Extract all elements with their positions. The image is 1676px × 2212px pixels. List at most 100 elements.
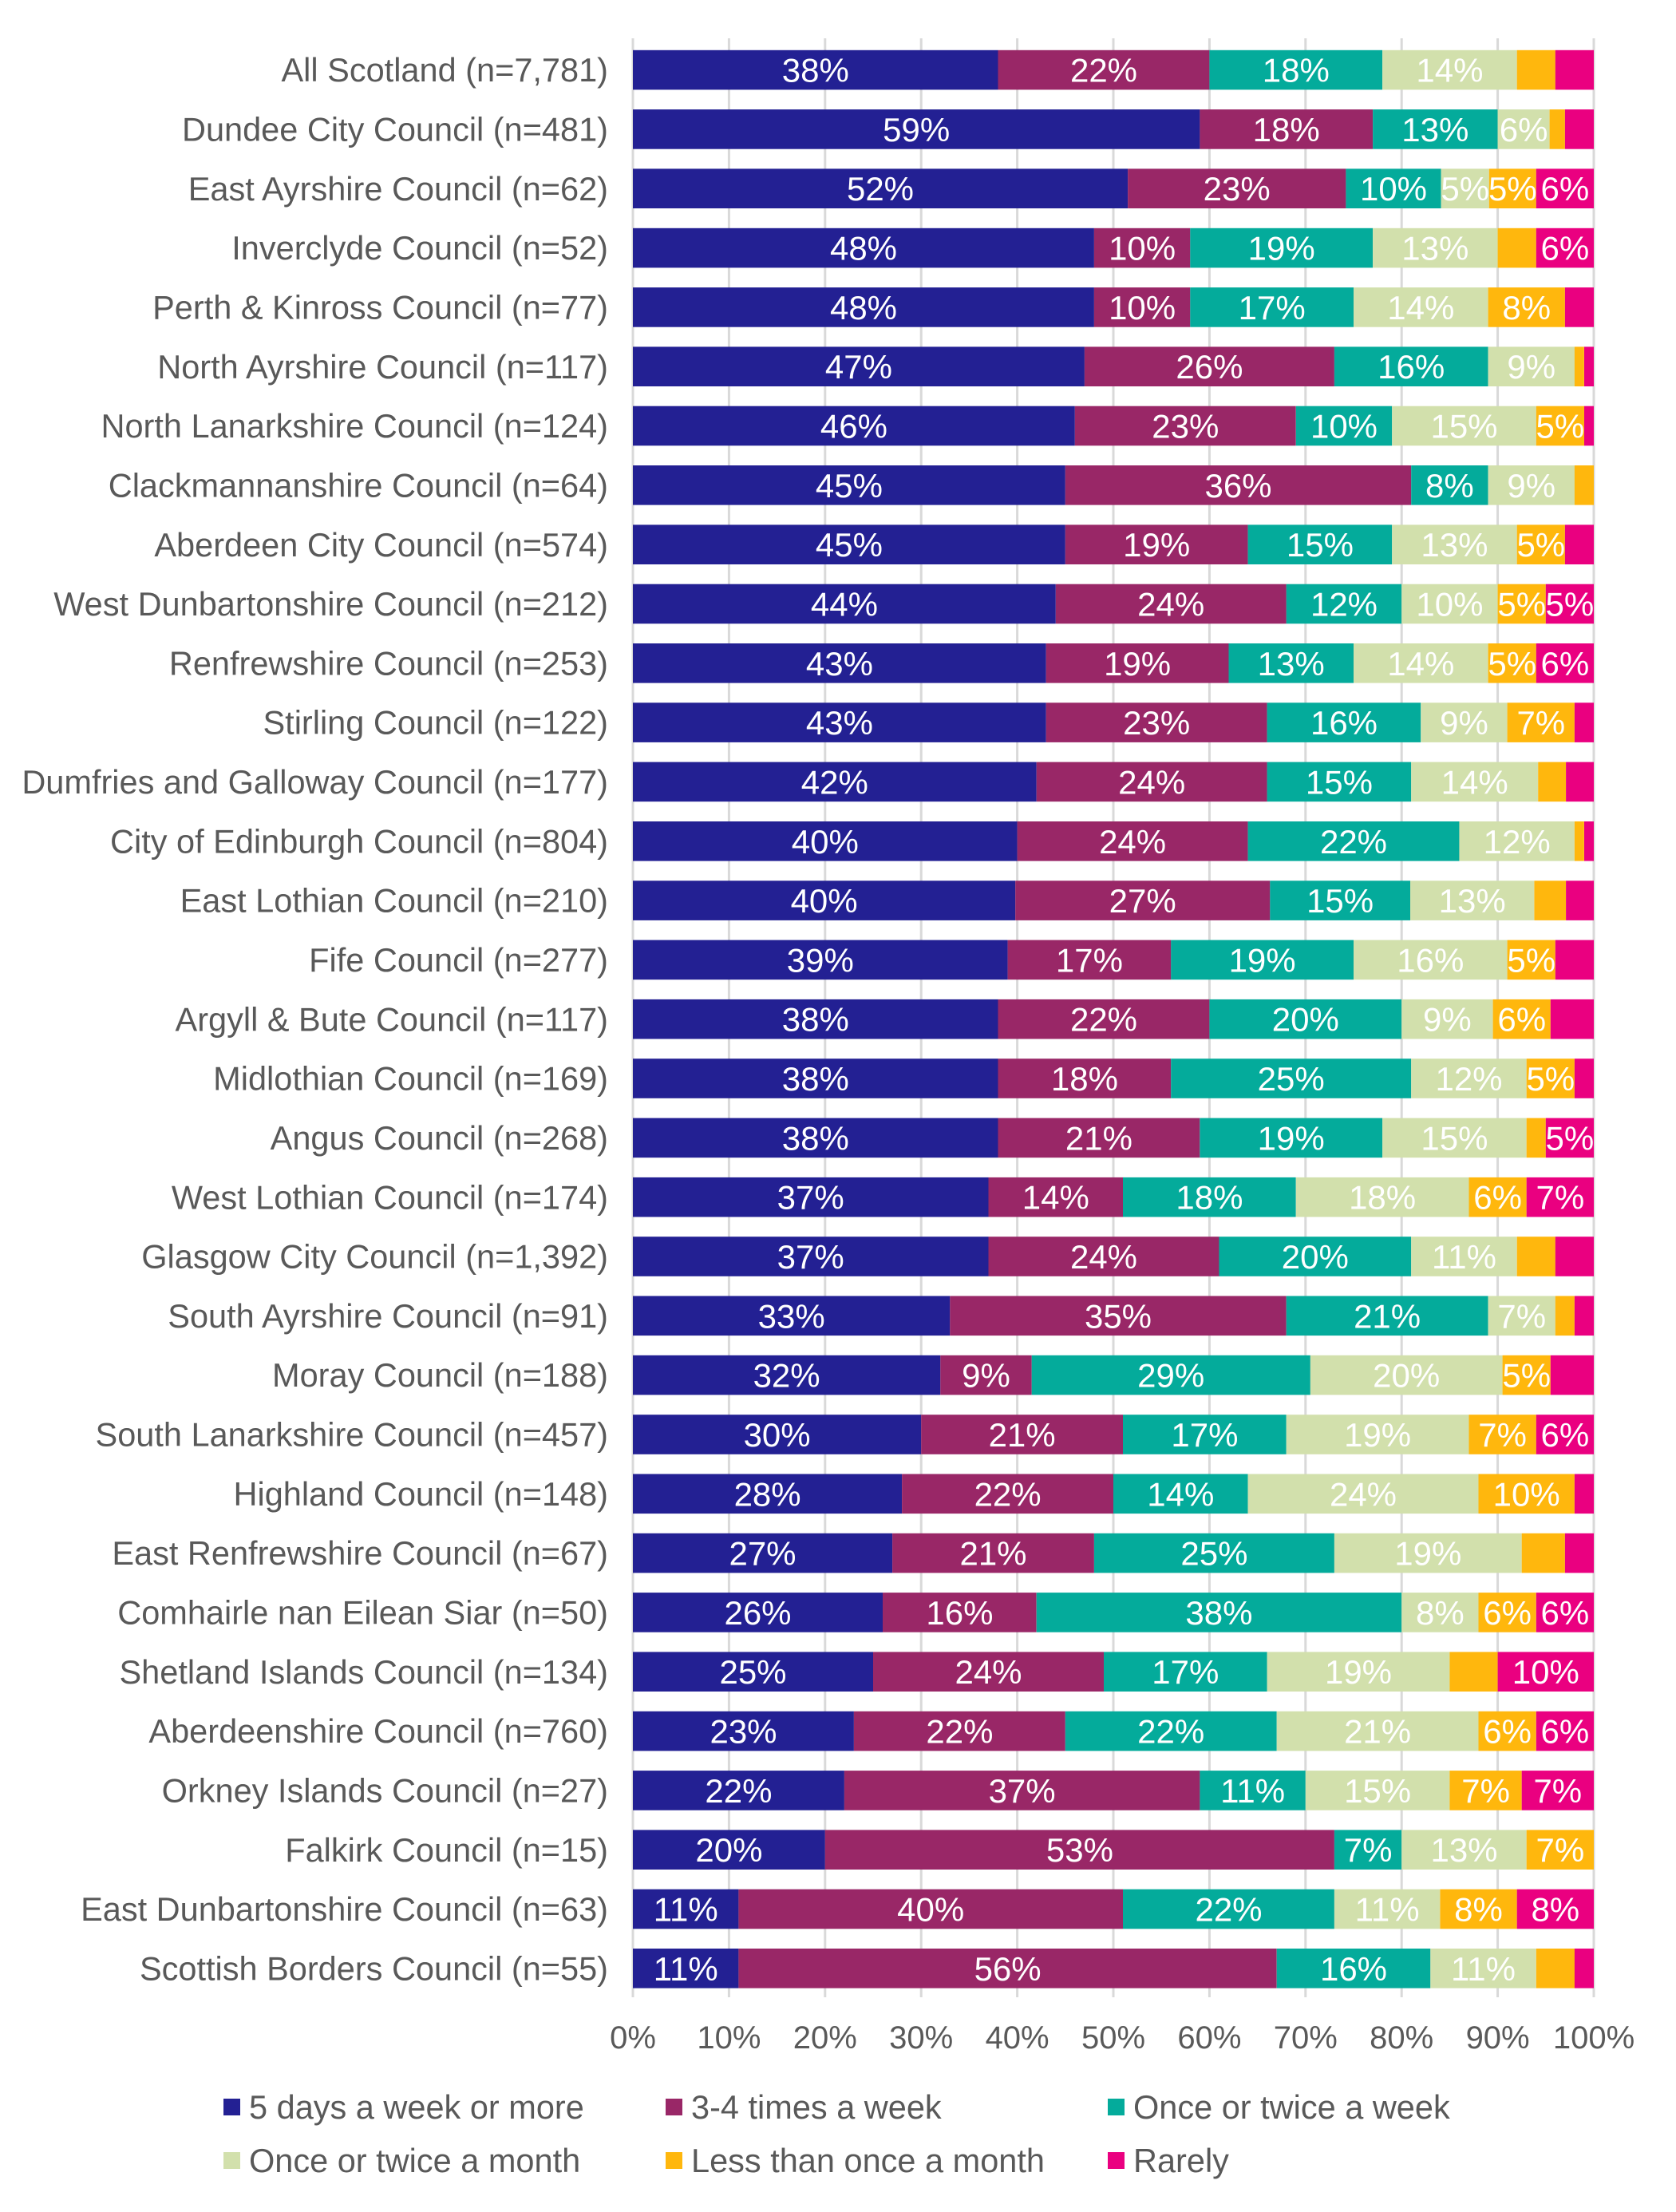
svg-text:East Renfrewshire Council (n=6: East Renfrewshire Council (n=67) xyxy=(112,1534,608,1572)
svg-text:10%: 10% xyxy=(1109,230,1176,267)
svg-text:7%: 7% xyxy=(1461,1772,1510,1810)
svg-text:10%: 10% xyxy=(1493,1475,1560,1513)
svg-text:6%: 6% xyxy=(1500,111,1548,148)
svg-text:18%: 18% xyxy=(1349,1179,1416,1217)
svg-text:Midlothian Council (n=169): Midlothian Council (n=169) xyxy=(213,1060,608,1098)
svg-text:18%: 18% xyxy=(1253,111,1320,148)
svg-text:45%: 45% xyxy=(816,467,883,505)
svg-text:14%: 14% xyxy=(1387,289,1454,326)
svg-text:22%: 22% xyxy=(974,1475,1042,1513)
svg-text:7%: 7% xyxy=(1497,1297,1546,1335)
svg-text:South Ayrshire Council (n=91): South Ayrshire Council (n=91) xyxy=(168,1297,608,1335)
svg-text:43%: 43% xyxy=(806,704,873,742)
svg-text:60%: 60% xyxy=(1177,2020,1241,2056)
svg-text:56%: 56% xyxy=(974,1950,1042,1988)
svg-text:3-4 times a week: 3-4 times a week xyxy=(691,2088,942,2126)
svg-text:10%: 10% xyxy=(1310,408,1378,445)
svg-text:21%: 21% xyxy=(989,1416,1056,1454)
svg-text:20%: 20% xyxy=(1373,1357,1440,1395)
svg-text:7%: 7% xyxy=(1478,1416,1527,1454)
svg-text:7%: 7% xyxy=(1533,1772,1582,1810)
svg-text:Aberdeenshire Council (n=760): Aberdeenshire Council (n=760) xyxy=(148,1712,608,1750)
svg-text:11%: 11% xyxy=(1432,1238,1496,1276)
svg-text:11%: 11% xyxy=(1355,1891,1420,1929)
svg-text:All Scotland (n=7,781): All Scotland (n=7,781) xyxy=(282,51,609,89)
svg-text:29%: 29% xyxy=(1137,1357,1204,1395)
svg-text:Renfrewshire Council (n=253): Renfrewshire Council (n=253) xyxy=(169,644,608,682)
svg-text:100%: 100% xyxy=(1553,2020,1634,2056)
svg-text:19%: 19% xyxy=(1123,526,1190,564)
svg-text:Clackmannanshire Council (n=64: Clackmannanshire Council (n=64) xyxy=(109,466,608,504)
svg-text:Argyll & Bute Council (n=117): Argyll & Bute Council (n=117) xyxy=(176,1000,608,1038)
svg-text:Aberdeen City Council (n=574): Aberdeen City Council (n=574) xyxy=(154,526,608,564)
svg-text:18%: 18% xyxy=(1051,1060,1118,1098)
svg-text:10%: 10% xyxy=(1360,170,1427,208)
svg-text:Highland Council (n=148): Highland Council (n=148) xyxy=(234,1475,608,1513)
svg-text:38%: 38% xyxy=(782,1119,849,1157)
svg-text:37%: 37% xyxy=(777,1238,844,1276)
svg-text:17%: 17% xyxy=(1152,1653,1219,1691)
svg-text:24%: 24% xyxy=(1070,1238,1137,1276)
svg-text:9%: 9% xyxy=(962,1357,1010,1395)
svg-text:12%: 12% xyxy=(1435,1060,1502,1098)
svg-text:38%: 38% xyxy=(782,1001,849,1039)
svg-text:9%: 9% xyxy=(1423,1001,1472,1039)
svg-text:6%: 6% xyxy=(1541,230,1590,267)
svg-text:15%: 15% xyxy=(1306,763,1373,801)
svg-text:16%: 16% xyxy=(1320,1950,1387,1988)
svg-text:9%: 9% xyxy=(1440,704,1488,742)
svg-text:Rarely: Rarely xyxy=(1133,2142,1229,2179)
svg-text:24%: 24% xyxy=(1118,763,1185,801)
svg-text:23%: 23% xyxy=(1123,704,1190,742)
svg-text:90%: 90% xyxy=(1466,2020,1530,2056)
svg-text:12%: 12% xyxy=(1310,586,1378,623)
svg-text:43%: 43% xyxy=(806,645,873,683)
svg-text:26%: 26% xyxy=(724,1594,791,1632)
svg-text:37%: 37% xyxy=(989,1772,1056,1810)
svg-text:50%: 50% xyxy=(1081,2020,1145,2056)
svg-text:5%: 5% xyxy=(1546,1119,1595,1157)
svg-text:70%: 70% xyxy=(1274,2020,1338,2056)
svg-text:20%: 20% xyxy=(793,2020,857,2056)
svg-text:Moray Council (n=188): Moray Council (n=188) xyxy=(272,1356,608,1394)
svg-text:13%: 13% xyxy=(1430,1831,1497,1869)
svg-text:38%: 38% xyxy=(1185,1594,1252,1632)
svg-text:9%: 9% xyxy=(1507,467,1555,505)
svg-text:Comhairle nan Eilean Siar (n=5: Comhairle nan Eilean Siar (n=50) xyxy=(117,1594,608,1632)
svg-text:42%: 42% xyxy=(801,763,868,801)
svg-text:21%: 21% xyxy=(1344,1713,1411,1751)
svg-text:40%: 40% xyxy=(897,1891,964,1929)
svg-text:Angus Council (n=268): Angus Council (n=268) xyxy=(271,1119,608,1157)
svg-text:East Lothian Council (n=210): East Lothian Council (n=210) xyxy=(180,882,608,920)
svg-text:5%: 5% xyxy=(1526,1060,1575,1098)
svg-text:25%: 25% xyxy=(1180,1535,1247,1573)
svg-text:53%: 53% xyxy=(1046,1831,1113,1869)
svg-text:21%: 21% xyxy=(1354,1297,1421,1335)
svg-text:Scottish Borders Council (n=55: Scottish Borders Council (n=55) xyxy=(140,1949,608,1987)
svg-text:West Dunbartonshire Council (n: West Dunbartonshire Council (n=212) xyxy=(53,585,608,623)
svg-text:East Dunbartonshire Council (n: East Dunbartonshire Council (n=63) xyxy=(81,1890,608,1928)
svg-text:24%: 24% xyxy=(1330,1475,1397,1513)
svg-text:38%: 38% xyxy=(782,1060,849,1098)
svg-text:13%: 13% xyxy=(1401,230,1468,267)
svg-text:27%: 27% xyxy=(729,1535,796,1573)
svg-text:5%: 5% xyxy=(1488,645,1536,683)
svg-text:8%: 8% xyxy=(1531,1891,1579,1929)
svg-text:15%: 15% xyxy=(1344,1772,1411,1810)
svg-text:8%: 8% xyxy=(1425,467,1474,505)
svg-text:Fife Council (n=277): Fife Council (n=277) xyxy=(309,941,608,979)
svg-text:21%: 21% xyxy=(1065,1119,1132,1157)
svg-text:15%: 15% xyxy=(1421,1119,1488,1157)
svg-text:20%: 20% xyxy=(1272,1001,1339,1039)
svg-text:23%: 23% xyxy=(710,1713,777,1751)
svg-text:South Lanarkshire Council (n=4: South Lanarkshire Council (n=457) xyxy=(96,1416,608,1454)
svg-text:5%: 5% xyxy=(1516,526,1565,564)
svg-text:48%: 48% xyxy=(830,289,897,326)
svg-text:20%: 20% xyxy=(695,1831,762,1869)
svg-text:11%: 11% xyxy=(1451,1950,1516,1988)
svg-text:6%: 6% xyxy=(1483,1713,1532,1751)
svg-text:32%: 32% xyxy=(753,1357,820,1395)
svg-text:10%: 10% xyxy=(1512,1653,1579,1691)
svg-text:North Ayrshire Council (n=117): North Ayrshire Council (n=117) xyxy=(157,348,608,386)
svg-text:22%: 22% xyxy=(1070,52,1137,89)
